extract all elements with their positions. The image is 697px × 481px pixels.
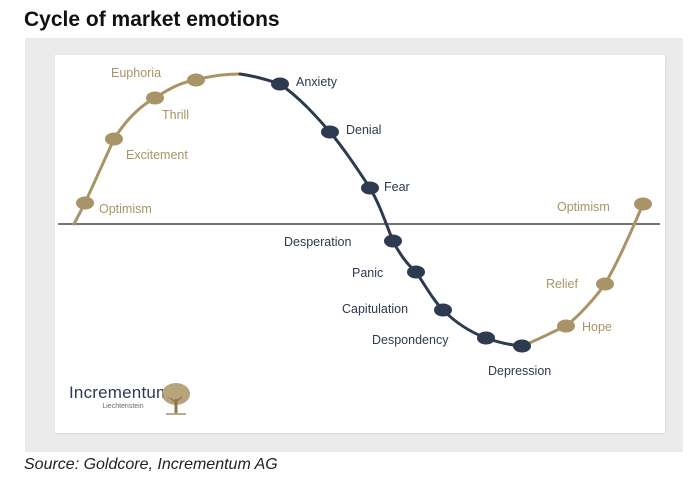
label-panic: Panic [352, 266, 383, 280]
node-thrill [146, 91, 164, 105]
label-depression: Depression [488, 364, 551, 378]
label-denial: Denial [346, 123, 381, 137]
node-desperation [384, 234, 402, 248]
node-hope [557, 319, 575, 333]
page-title: Cycle of market emotions [24, 8, 280, 31]
tree-icon [162, 383, 190, 415]
brand-name: Incrementum [69, 383, 171, 402]
curve-segment-rising [72, 72, 242, 226]
label-optimism-end: Optimism [557, 200, 610, 214]
diagram-card [55, 55, 665, 433]
brand-logo: Incrementum Liechtenstein [69, 383, 171, 410]
label-capitulation: Capitulation [342, 302, 408, 316]
source-caption: Source: Goldcore, Incrementum AG [24, 456, 278, 473]
label-euphoria: Euphoria [111, 66, 161, 80]
label-optimism-start: Optimism [99, 202, 152, 216]
node-excitement [105, 132, 123, 146]
label-excitement: Excitement [126, 148, 188, 162]
node-despondency [477, 331, 495, 345]
node-optimism-start [76, 196, 94, 210]
node-euphoria [187, 73, 205, 87]
curve-segment-recovery [520, 202, 645, 348]
label-desperation: Desperation [284, 235, 351, 249]
brand-subtitle: Liechtenstein [102, 403, 144, 410]
label-anxiety: Anxiety [296, 75, 338, 89]
node-anxiety [271, 77, 289, 91]
node-optimism-end [634, 197, 652, 211]
node-panic [407, 265, 425, 279]
label-despondency: Despondency [372, 333, 449, 347]
node-relief [596, 277, 614, 291]
label-thrill: Thrill [162, 108, 189, 122]
label-relief: Relief [546, 277, 578, 291]
node-capitulation [434, 303, 452, 317]
node-denial [321, 125, 339, 139]
node-depression [513, 339, 531, 353]
node-fear [361, 181, 379, 195]
label-fear: Fear [384, 180, 410, 194]
label-hope: Hope [582, 320, 612, 334]
